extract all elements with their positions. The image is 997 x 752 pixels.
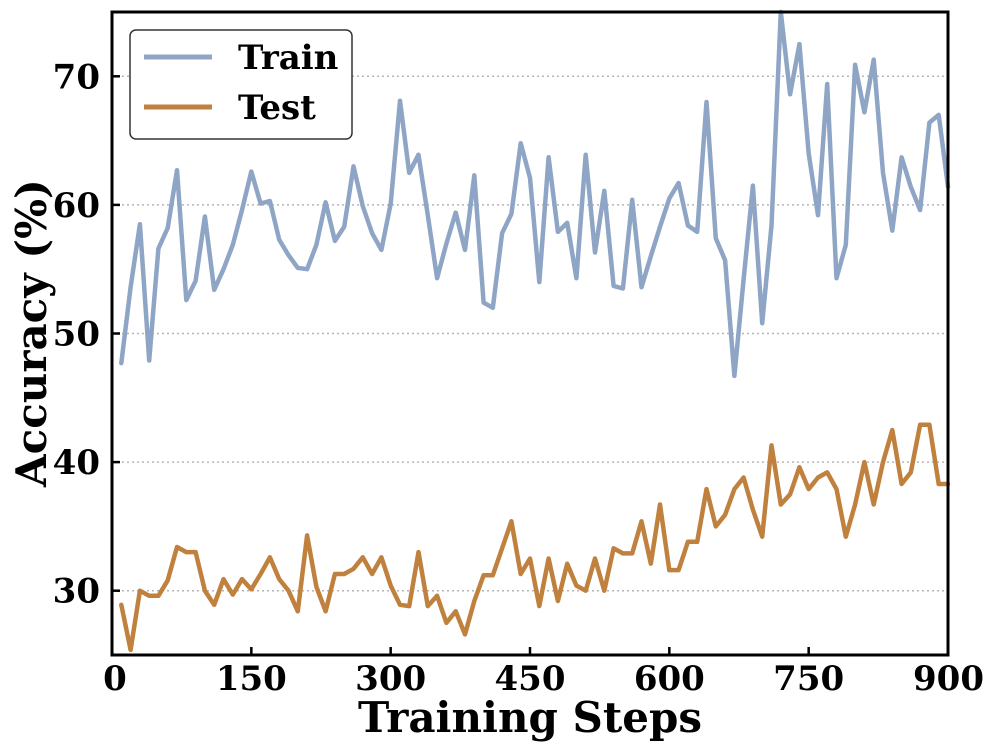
x-tick-label-300: 300	[355, 659, 426, 699]
series-line-test	[119, 422, 951, 653]
y-tick-label-60: 60	[53, 186, 100, 226]
grid-lines	[112, 75, 948, 592]
x-tick-label-450: 450	[495, 659, 566, 699]
legend-label-test: Test	[238, 88, 316, 128]
x-tick-label-0: 0	[103, 659, 127, 699]
series-lines	[119, 9, 951, 653]
series-line-train	[119, 9, 951, 379]
y-tick-label-70: 70	[53, 57, 100, 97]
x-tick-label-150: 150	[216, 659, 287, 699]
x-tick-label-900: 900	[913, 659, 984, 699]
x-axis-title: Training Steps	[358, 693, 702, 742]
y-tick-label-50: 50	[53, 315, 100, 355]
axis-ticks: 30 40 50 60 70 0 150 300 450 600 750 900	[53, 57, 984, 699]
legend: Train Test	[129, 29, 353, 140]
y-axis-title: Accuracy (%)	[7, 179, 56, 488]
y-tick-label-30: 30	[53, 572, 100, 612]
y-tick-label-40: 40	[53, 443, 100, 483]
x-tick-label-750: 750	[773, 659, 844, 699]
legend-label-train: Train	[238, 38, 338, 78]
x-tick-label-600: 600	[634, 659, 705, 699]
